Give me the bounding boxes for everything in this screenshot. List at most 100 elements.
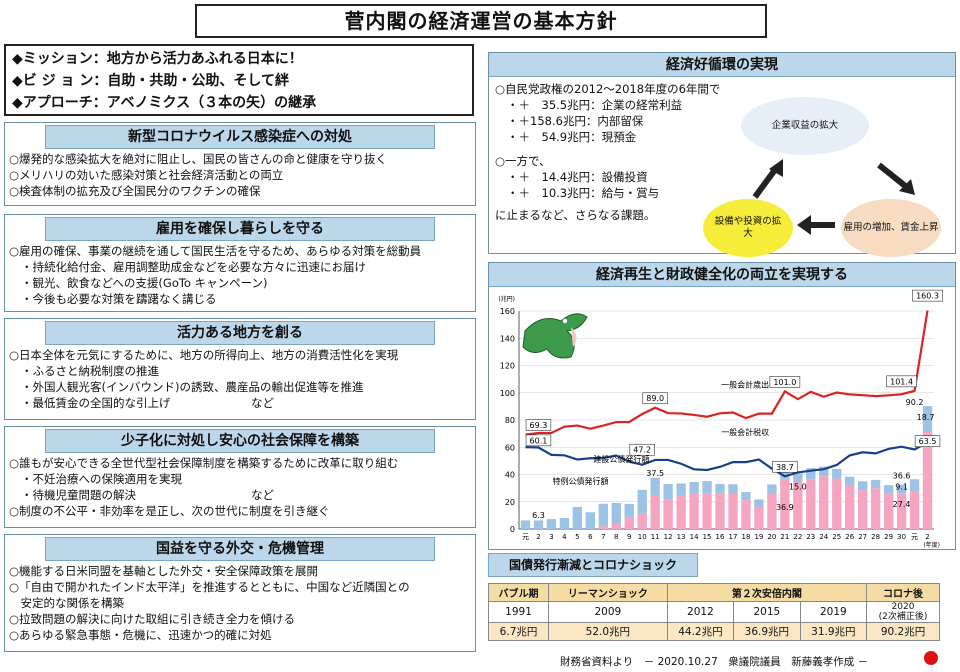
- bar-kensetsu: [741, 492, 751, 501]
- bar-kensetsu: [624, 503, 634, 518]
- section-line: ・今後も必要な対策を躊躇なく講じる: [21, 292, 217, 306]
- label-tokurei-2012: 36.9: [776, 503, 794, 512]
- bar-kensetsu: [520, 520, 531, 529]
- x-tick-label: 26: [845, 533, 854, 541]
- x-tick-label: 27: [858, 533, 867, 541]
- y-tick-label: 60: [505, 443, 515, 452]
- bar-kensetsu: [611, 502, 621, 524]
- x-tick-label: 2: [536, 533, 540, 541]
- x-tick-label: 28: [871, 533, 880, 541]
- approach-line: ◆アプローチ：アベノミクス（３本の矢）の継承: [12, 95, 317, 111]
- eco-line: ・＋ 35.5兆円：企業の経常利益: [507, 98, 683, 112]
- y-tick-label: 160: [500, 307, 515, 316]
- bar-kensetsu: [702, 481, 712, 493]
- section-line: ○誰もが安心できる全世代型社会保障制度を構築するために改革に取り組む: [9, 456, 399, 470]
- x-tick-label: 4: [562, 533, 567, 541]
- section-heading: 経済再生と財政健全化の両立を実現する: [489, 263, 955, 287]
- section-line: ・持続化給付金、雇用調整助成金などを必要な方々に迅速にお届け: [21, 260, 366, 274]
- bar-tokurei: [909, 491, 920, 529]
- x-tick-label: 6: [588, 533, 593, 541]
- bar-tokurei: [922, 431, 933, 529]
- bar-kensetsu: [883, 485, 894, 494]
- label-tax-start: 60.1: [530, 436, 548, 445]
- section-social-security: 少子化に対処し安心の社会保障を構築 ○誰もが安心できる全世代型社会保障制度を構築…: [4, 426, 476, 528]
- bubble-invest: 設備や投資の拡大: [703, 199, 793, 257]
- bar-kensetsu: [780, 468, 790, 479]
- year-cell: 2020: [891, 602, 915, 612]
- label-bond-1999: 37.5: [646, 469, 664, 478]
- x-tick-label: 25: [832, 533, 841, 541]
- eco-line: ○一方で、: [495, 154, 551, 168]
- series-label-kensetsu: 建設公債発行額: [593, 454, 649, 464]
- year-cell: 2009: [548, 601, 668, 623]
- label-bond-start: 6.3: [532, 511, 545, 520]
- bar-kensetsu: [767, 484, 777, 494]
- bar-kensetsu: [819, 466, 829, 477]
- x-tick-label: 23: [806, 533, 815, 541]
- bar-tokurei: [870, 488, 881, 529]
- eco-line: ・＋ 14.4兆円：設備投資: [507, 170, 648, 184]
- label-exp-2020-box: [912, 289, 943, 302]
- header-corona: コロナ後: [866, 583, 940, 602]
- x-tick-label: 29: [884, 533, 893, 541]
- footer: 財務省資料より － 2020.10.27 衆議院議員 新藤義孝作成 －: [560, 656, 869, 668]
- label-kensetsu-2020: 18.7: [917, 413, 935, 422]
- y-tick-label: 0: [510, 525, 515, 534]
- bar-tokurei: [832, 478, 842, 529]
- section-line: ○検査体制の拡充及び全国民分のワクチンの確保: [9, 184, 261, 198]
- x-tick-label: 12: [664, 533, 673, 541]
- label-exp-2020: 160.3: [916, 292, 939, 301]
- label-exp-2009: 101.0: [773, 378, 796, 387]
- vision-line: ◆ビ ジ ョ ン：自助・共助・公助、そして絆: [12, 73, 289, 89]
- x-unit: (年度): [923, 541, 940, 549]
- x-tick-label: 19: [754, 533, 763, 541]
- value-cell: 31.9兆円: [799, 622, 868, 641]
- header-bubble: バブル期: [487, 583, 550, 602]
- x-tick-label: 9: [627, 533, 631, 541]
- label-tax-2009-box: [772, 460, 798, 473]
- section-line: ・外国人観光客(インバウンド)の誘致、農産品の輸出促進等を推進: [21, 380, 364, 394]
- x-tick-label: 22: [793, 533, 802, 541]
- bar-kensetsu: [637, 489, 647, 514]
- section-employment: 雇用を確保し暮らしを守る ○雇用の確保、事業の継続を通して国民生活を守るため、あ…: [4, 214, 476, 312]
- bar-kensetsu: [832, 468, 842, 479]
- label-exp-2009-box: [769, 376, 801, 388]
- x-tick-label: 3: [549, 533, 553, 541]
- bar-kensetsu: [546, 519, 557, 529]
- value-cell: 36.9兆円: [733, 622, 801, 641]
- bar-tokurei: [741, 500, 751, 529]
- bar-kensetsu: [676, 483, 686, 496]
- label-tax-1998-box: [629, 443, 655, 456]
- y-tick-label: 100: [500, 389, 515, 398]
- label-tokurei-2019: 27.4: [893, 500, 911, 509]
- bar-kensetsu: [793, 473, 803, 482]
- label-tax-2009: 38.7: [776, 463, 794, 472]
- bar-kensetsu: [806, 468, 816, 480]
- label-tax-start-box: [525, 434, 552, 447]
- bar-kensetsu: [845, 476, 855, 486]
- value-cell: 44.2兆円: [666, 622, 735, 641]
- section-line: ○日本全体を元気にするために、地方の所得向上、地方の消費活性化を実現: [9, 348, 399, 362]
- x-tick-label: 20: [767, 533, 776, 541]
- y-tick-label: 140: [500, 334, 515, 343]
- bar-kensetsu: [533, 520, 544, 529]
- bar-tokurei: [715, 492, 725, 529]
- label-exp-start-box: [525, 419, 552, 431]
- y-tick-label: 80: [505, 416, 515, 425]
- bar-tokurei: [780, 478, 790, 529]
- year-cell: 2019: [799, 601, 868, 623]
- label-kensetsu-2019: 9.1: [895, 482, 908, 491]
- bar-tokurei: [858, 490, 868, 529]
- header-abe: 第２次安倍内閣: [666, 583, 868, 602]
- section-covid: 新型コロナウイルス感染症への対処 ○爆発的な感染拡大を絶対に阻止し、国民の皆さん…: [4, 122, 476, 206]
- series-label-tax: 一般会計税収: [721, 427, 769, 437]
- eco-line: ・＋158.6兆円：内部留保: [507, 114, 644, 128]
- section-line: ・ふるさと納税制度の推進: [21, 364, 159, 378]
- kokusai-title: 国債発行漸減とコロナショック: [488, 553, 698, 577]
- bar-kensetsu: [585, 512, 595, 529]
- crocodile-icon: [522, 313, 588, 359]
- bar-kensetsu: [728, 484, 738, 494]
- section-line: ○制度の不公平・非効率を是正し、次の世代に制度を引き継ぐ: [9, 504, 330, 518]
- section-heading: 国益を守る外交・危機管理: [45, 537, 435, 561]
